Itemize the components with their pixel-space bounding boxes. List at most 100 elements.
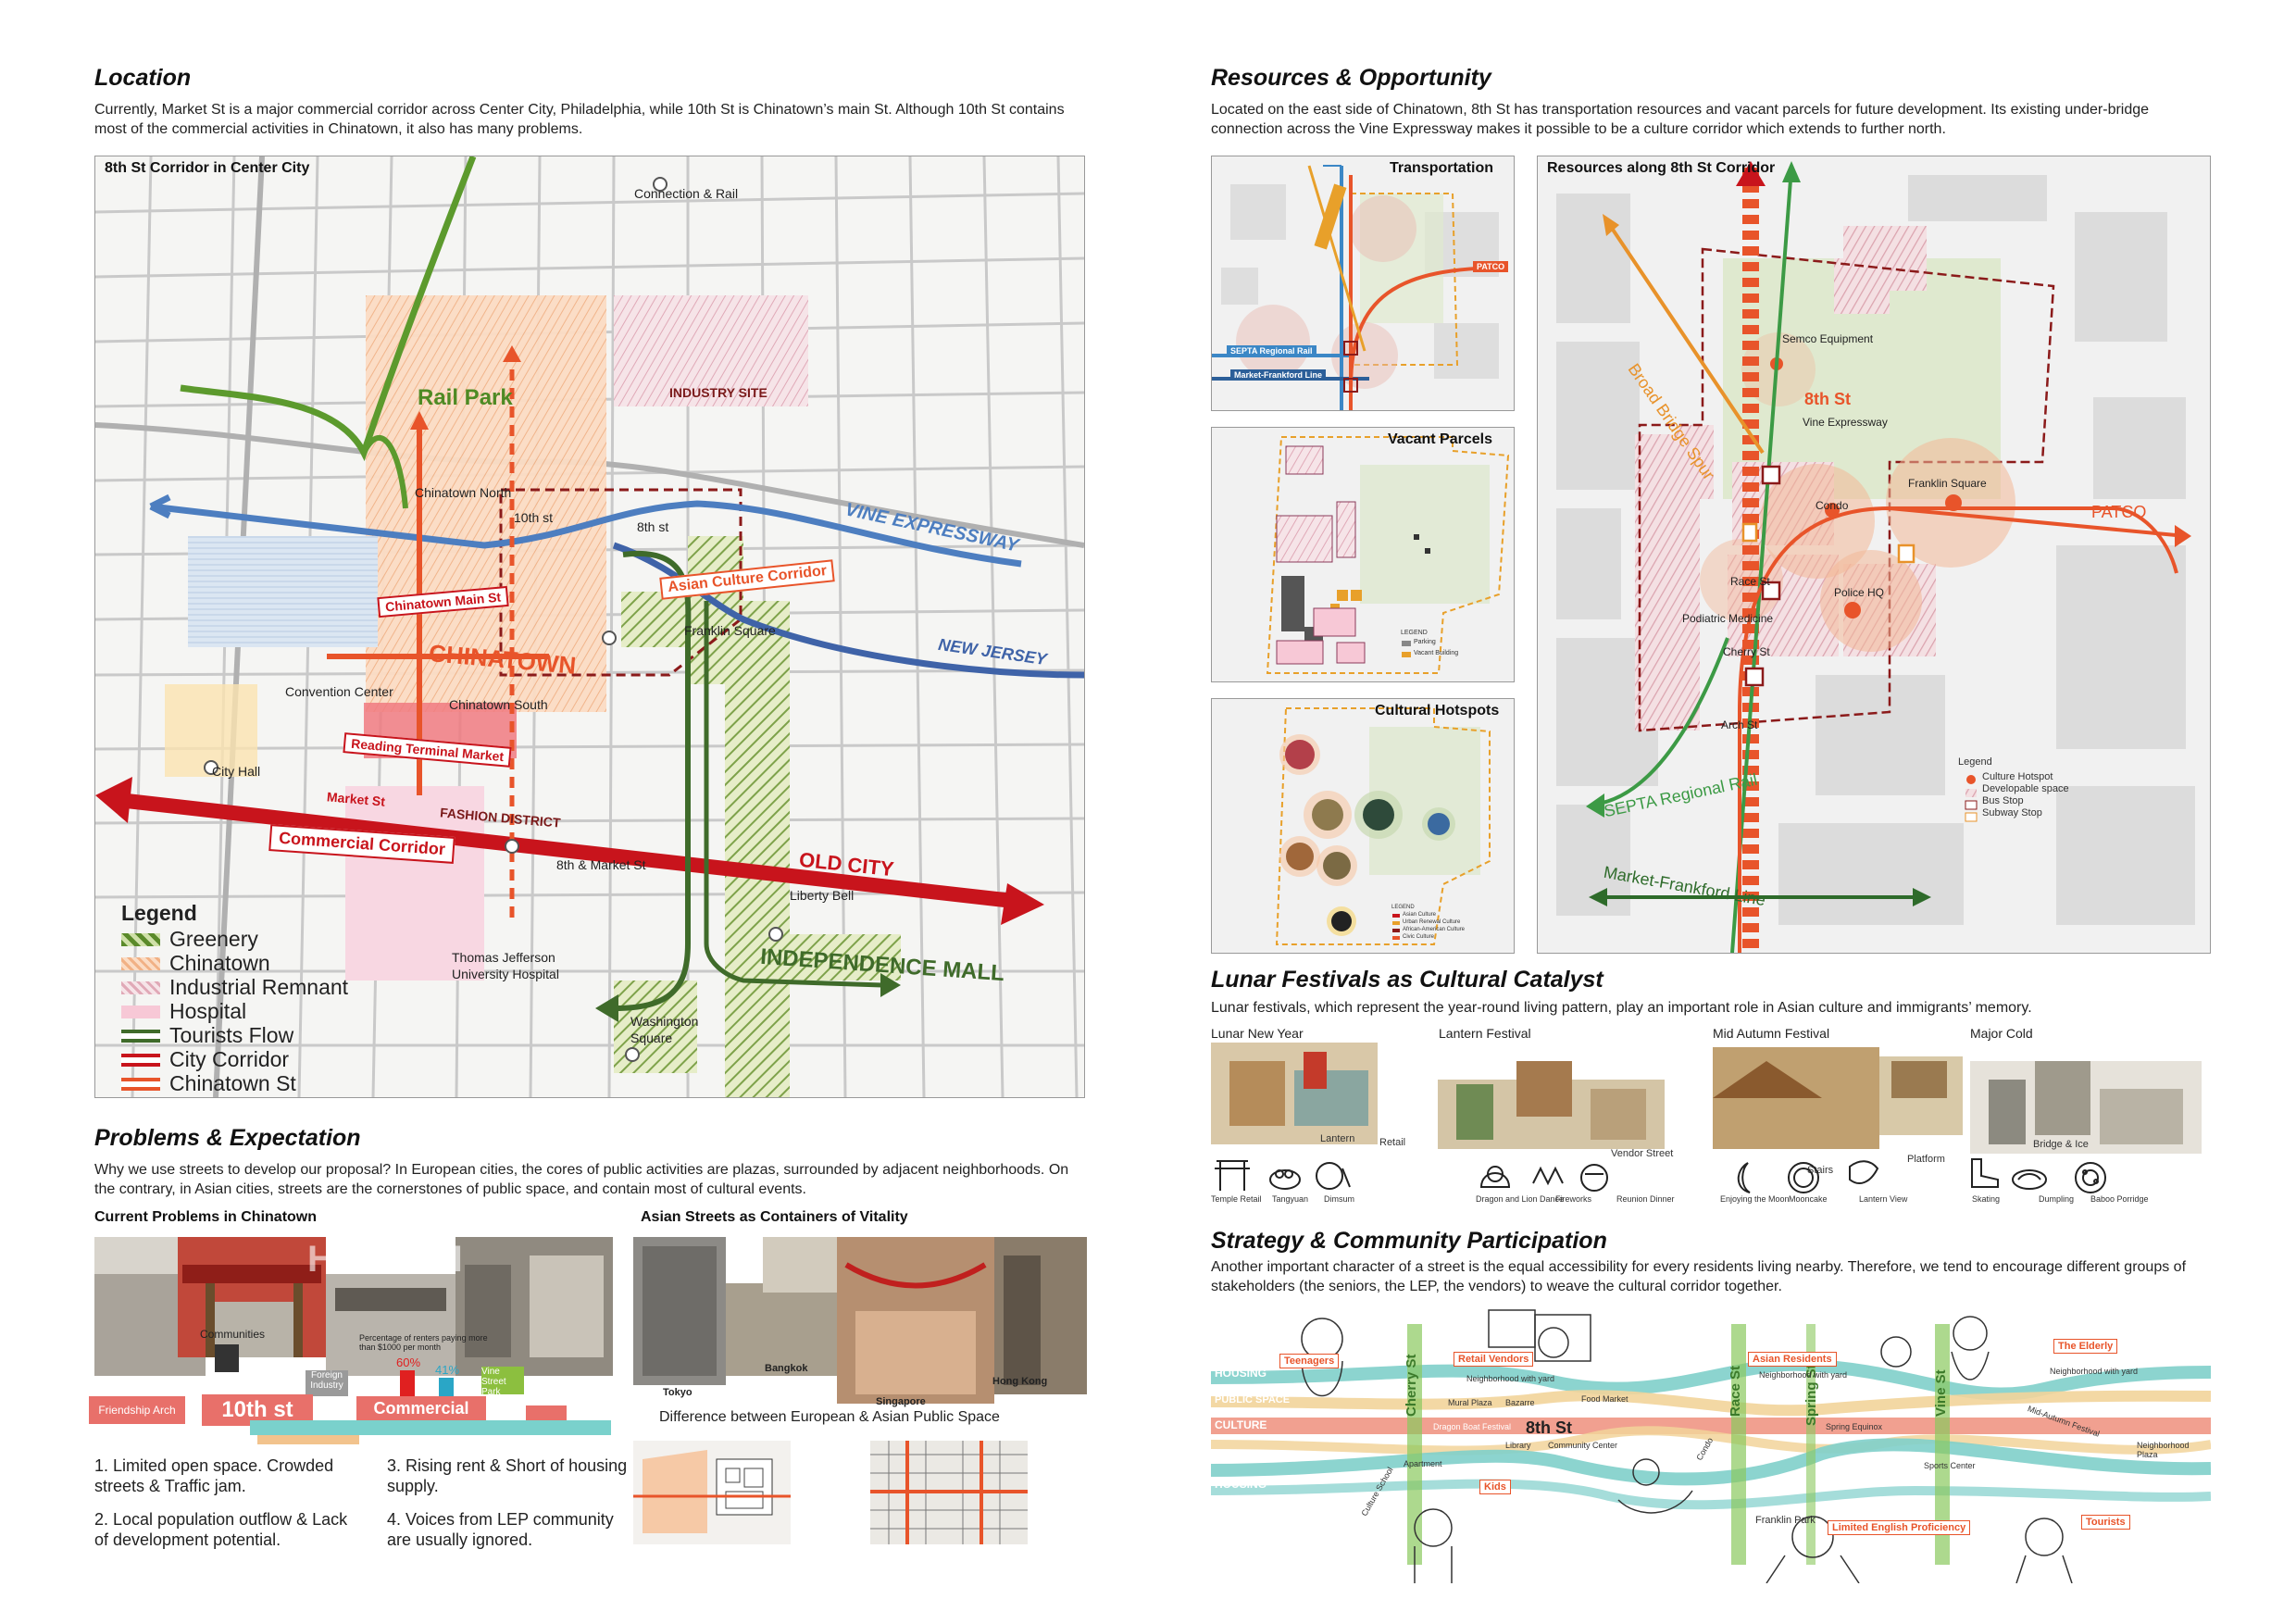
- icon-mooncake: Mooncake: [1789, 1194, 1828, 1204]
- label-square: Square: [630, 1031, 673, 1045]
- small-label-12: Sports Center: [1924, 1461, 1976, 1470]
- watermark: HONGYI: [307, 1239, 465, 1280]
- asian-streets-collage: [633, 1237, 1087, 1404]
- festival-mid-autumn: Mid Autumn Festival: [1713, 1026, 1830, 1041]
- tan-bar: [257, 1435, 359, 1444]
- label-41pct: 41%: [435, 1363, 460, 1377]
- legend-city-corridor: City Corridor: [121, 1047, 289, 1072]
- label-rail-park: Rail Park: [418, 385, 513, 410]
- icon-dumpling: Dumpling: [2039, 1194, 2075, 1204]
- festival-lantern: Lantern Festival: [1439, 1026, 1531, 1041]
- vacant-parcels-panel: Vacant Parcels LEGEND Parking Vacant Bui…: [1211, 427, 1515, 682]
- asian-streets-svg: [633, 1237, 1087, 1404]
- band-culture: CULTURE: [1215, 1418, 1267, 1431]
- label-vine-expressway-corridor: Vine Expressway: [1803, 416, 1888, 429]
- label-washington: Washington: [630, 1014, 699, 1029]
- map-title: 8th St Corridor in Center City: [105, 160, 310, 176]
- small-label-4: Food Market: [1581, 1394, 1628, 1404]
- current-problems-title: Current Problems in Chinatown: [94, 1209, 318, 1225]
- label-franklin-square-corridor: Franklin Square: [1908, 477, 1987, 490]
- small-label-7: Community Center: [1548, 1441, 1618, 1450]
- resources-paragraph: Located on the east side of Chinatown, 8…: [1211, 102, 2150, 137]
- small-label-3: Bazarre: [1505, 1398, 1535, 1407]
- corridor-legend-developable: Developable space: [1982, 783, 2069, 794]
- small-label-2: Mural Plaza: [1448, 1398, 1492, 1407]
- legend-city-corridor-label: City Corridor: [169, 1047, 290, 1071]
- corridor-legend-bus: Bus Stop: [1982, 795, 2024, 806]
- label-cherry-st: Cherry St: [1723, 645, 1770, 658]
- hotspots-title: Cultural Hotspots: [1375, 703, 1500, 718]
- transportation-title: Transportation: [1390, 160, 1494, 176]
- label-race-st: Race St: [1730, 575, 1770, 588]
- transportation-panel: Transportation SEPTA Regional Rail Marke…: [1211, 156, 1515, 411]
- icon-skating: Skating: [1972, 1194, 2001, 1204]
- problem-4: 4. Voices from LEP community are usually…: [387, 1510, 614, 1549]
- bar-60pct: [400, 1370, 415, 1398]
- street-race: Race St: [1728, 1365, 1743, 1417]
- transportation-svg: [1212, 156, 1514, 410]
- tag-the-elderly: The Elderly: [2053, 1339, 2118, 1354]
- problems-paragraph: Why we use streets to develop our propos…: [94, 1162, 1069, 1197]
- label-commercial-bar: Commercial: [356, 1396, 486, 1420]
- label-10th-st: 10th st: [514, 510, 554, 525]
- teal-bar: [250, 1420, 611, 1435]
- icon-lantern-view: Lantern View: [1859, 1194, 1908, 1204]
- city-bangkok: Bangkok: [765, 1363, 808, 1374]
- label-arch-st: Arch St: [1721, 718, 1758, 731]
- label-septa-small: SEPTA Regional Rail: [1227, 345, 1316, 356]
- location-heading: Location: [94, 65, 192, 91]
- label-patco-corridor: PATCO: [2091, 503, 2147, 521]
- center-city-map-svg: [95, 156, 1084, 1097]
- problem-3: 3. Rising rent & Short of housing supply…: [387, 1456, 628, 1495]
- tag-retail-vendors: Retail Vendors: [1454, 1352, 1534, 1367]
- small-label-11: Spring Equinox: [1826, 1422, 1883, 1431]
- band-housing-2: HOUSING: [1215, 1478, 1267, 1491]
- small-label-8: Apartment: [1404, 1459, 1442, 1468]
- hotspot-legend-d: Civic Culture: [1403, 934, 1435, 940]
- asian-streets-title: Asian Streets as Containers of Vitality: [641, 1209, 908, 1225]
- legend-greenery-label: Greenery: [169, 927, 258, 951]
- cultural-hotspots-panel: Cultural Hotspots LEGEND Asian Culture U…: [1211, 698, 1515, 954]
- festival-illustrations: [1211, 1043, 2203, 1154]
- tag-asian-residents: Asian Residents: [1748, 1352, 1837, 1367]
- label-semco: Semco Equipment: [1782, 332, 1874, 345]
- tag-bridge-ice: Bridge & Ice: [2033, 1139, 2089, 1150]
- legend-chinatown-label: Chinatown: [169, 951, 270, 975]
- label-industry-site: INDUSTRY SITE: [669, 385, 767, 400]
- corridor-resources-panel: Resources along 8th St Corridor Semco Eq…: [1537, 156, 2211, 954]
- small-label-5: Dragon Boat Festival: [1433, 1422, 1512, 1431]
- label-condo: Condo: [1816, 499, 1849, 512]
- vacant-svg: [1212, 428, 1514, 681]
- label-communities: Communities: [200, 1328, 266, 1341]
- band-public-space: PUBLIC SPACE: [1215, 1394, 1291, 1405]
- problems-heading: Problems & Expectation: [94, 1125, 361, 1151]
- strategy-diagram: HOUSING PUBLIC SPACE CULTURE HOUSING Che…: [1210, 1305, 2212, 1584]
- icon-dimsum: Dimsum: [1324, 1194, 1354, 1204]
- legend-chinatown: Chinatown: [121, 951, 270, 976]
- strategy-paragraph: Another important character of a street …: [1211, 1259, 2187, 1294]
- small-label-17: Neighborhood with yard: [2050, 1367, 2139, 1376]
- label-liberty-bell: Liberty Bell: [790, 888, 855, 903]
- european-space-plan: [633, 1441, 791, 1544]
- label-friendship-arch: Friendship Arch: [89, 1396, 185, 1424]
- band-housing-1: HOUSING: [1215, 1367, 1267, 1380]
- corridor-title: Resources along 8th St Corridor: [1547, 160, 1776, 176]
- icon-dragon-lion: Dragon and Lion Dance: [1476, 1194, 1565, 1204]
- small-red-bar: [526, 1405, 567, 1420]
- label-foreign-industry: Foreign Industry: [306, 1370, 348, 1396]
- corridor-legend-title: Legend: [1958, 756, 1992, 768]
- label-franklin-square: Franklin Square: [684, 623, 776, 638]
- small-label-10: Neighborhood with yard: [1759, 1370, 1848, 1380]
- map-legend-title: Legend: [121, 901, 197, 925]
- tag-lantern: Lantern: [1320, 1133, 1355, 1144]
- legend-hospital-label: Hospital: [169, 999, 247, 1023]
- location-paragraph: Currently, Market St is a major commerci…: [94, 102, 1065, 137]
- tag-platform: Platform: [1907, 1154, 1945, 1165]
- festival-lunar-new-year: Lunar New Year: [1211, 1026, 1304, 1041]
- asian-plan-svg: [870, 1441, 1028, 1544]
- tag-kids: Kids: [1479, 1480, 1511, 1494]
- small-label-14: Neighborhood Plaza: [2137, 1441, 2190, 1459]
- label-connection-rail: Connection & Rail: [634, 186, 739, 201]
- tag-retail: Retail: [1379, 1137, 1406, 1148]
- label-university-hospital: University Hospital: [452, 967, 559, 981]
